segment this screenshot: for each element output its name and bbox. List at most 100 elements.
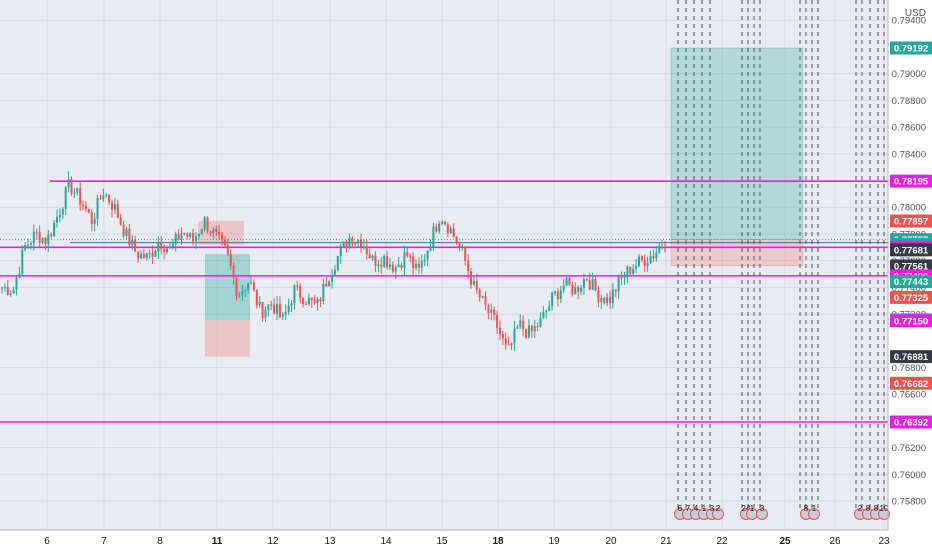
candle-body xyxy=(192,232,195,242)
price-label: 0.76881 xyxy=(890,350,932,364)
candle-body xyxy=(160,242,163,249)
candle-body xyxy=(177,234,180,240)
candle xyxy=(371,254,374,261)
candle-body xyxy=(649,256,652,264)
candle xyxy=(487,303,490,320)
short-position-stop-zone[interactable] xyxy=(205,319,250,357)
candle xyxy=(559,286,562,304)
candle xyxy=(368,248,371,259)
candle-body xyxy=(21,249,24,274)
candle-body xyxy=(658,247,661,253)
candle-body xyxy=(412,256,415,269)
candle-body xyxy=(577,287,580,292)
candle-body xyxy=(446,224,449,234)
candle-body xyxy=(368,254,371,259)
candle xyxy=(232,262,235,285)
candle xyxy=(84,201,87,213)
candle xyxy=(406,246,409,258)
candle-body xyxy=(79,188,82,205)
flag-icon xyxy=(878,508,890,520)
candle xyxy=(585,277,588,282)
candle xyxy=(244,288,247,298)
y-tick-label: 0.78400 xyxy=(892,149,926,160)
x-tick-label: 6 xyxy=(44,536,50,547)
candle xyxy=(661,240,664,250)
candle xyxy=(223,236,226,248)
event-badge[interactable]: 3 xyxy=(756,504,768,520)
candle-body xyxy=(551,293,554,306)
candle xyxy=(522,315,525,337)
candle-body xyxy=(449,228,452,234)
candle-body xyxy=(533,326,536,332)
candle xyxy=(443,220,446,226)
long-position-loss-zone[interactable] xyxy=(670,239,804,267)
candle xyxy=(50,232,53,239)
event-badge[interactable]: 10 xyxy=(878,504,890,520)
short-position-profit-zone[interactable] xyxy=(205,253,250,320)
candle-body xyxy=(608,297,611,303)
price-label: 0.77561 xyxy=(890,259,932,273)
candle xyxy=(154,249,157,257)
candle xyxy=(310,297,313,309)
price-label-box xyxy=(890,214,932,228)
candle xyxy=(608,290,611,310)
candle-body xyxy=(154,251,157,257)
candle xyxy=(64,186,67,215)
candle-body xyxy=(319,298,322,302)
event-badge-count: 8 xyxy=(804,504,809,513)
event-badge[interactable]: 2 xyxy=(712,504,724,520)
price-label-text: 0.78195 xyxy=(894,177,929,188)
candle xyxy=(600,294,603,310)
x-tick-label: 21 xyxy=(660,536,672,547)
candle-body xyxy=(357,239,360,242)
candle-body xyxy=(553,291,556,294)
candle-body xyxy=(194,236,197,242)
candle xyxy=(116,199,119,219)
candle-body xyxy=(27,244,30,246)
short-position-loss-zone[interactable] xyxy=(198,220,244,245)
candle xyxy=(238,291,241,299)
candle xyxy=(632,264,635,277)
candle-body xyxy=(351,238,354,245)
candle xyxy=(556,288,559,307)
candle xyxy=(403,245,406,276)
candle-body xyxy=(542,312,545,318)
candle xyxy=(82,200,85,211)
candle xyxy=(446,222,449,238)
candle-body xyxy=(354,241,357,245)
candle xyxy=(611,283,614,309)
candle xyxy=(67,171,70,193)
price-label: 0.76392 xyxy=(890,415,932,429)
long-position-profit-zone[interactable] xyxy=(670,47,804,240)
candle xyxy=(183,232,186,236)
y-tick-label: 0.79400 xyxy=(892,16,926,27)
candle xyxy=(412,252,415,275)
candle-body xyxy=(38,232,41,244)
candle-body xyxy=(328,281,331,287)
candle-body xyxy=(131,239,134,245)
candle-body xyxy=(623,277,626,279)
candle-body xyxy=(360,239,363,248)
candle-body xyxy=(606,297,609,304)
candle xyxy=(365,239,368,260)
candle xyxy=(293,284,296,310)
candle-body xyxy=(614,289,617,292)
candle-body xyxy=(206,217,209,232)
candle-body xyxy=(122,224,125,236)
candle xyxy=(134,235,137,253)
candle-body xyxy=(452,228,455,237)
event-badge[interactable]: 1 xyxy=(808,504,820,520)
candle xyxy=(582,273,585,295)
candle-body xyxy=(632,268,635,274)
candle xyxy=(568,277,571,287)
event-badge-count: 7 xyxy=(686,504,691,513)
candle-body xyxy=(362,247,365,249)
candle-body xyxy=(455,236,458,244)
candle xyxy=(177,229,180,241)
candle-body xyxy=(580,287,583,292)
price-label: 0.77443 xyxy=(890,275,932,289)
y-tick-label: 0.79000 xyxy=(892,69,926,80)
candle-body xyxy=(166,248,169,252)
price-label-box xyxy=(890,174,932,188)
